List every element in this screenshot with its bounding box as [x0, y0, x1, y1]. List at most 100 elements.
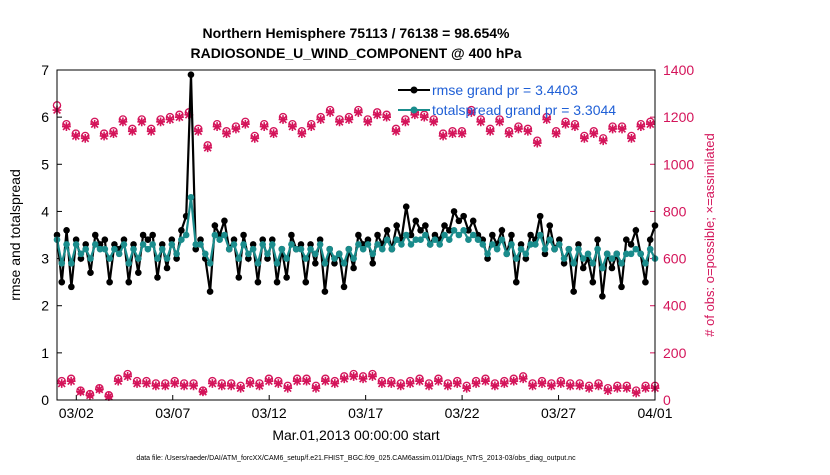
spread-point — [192, 241, 200, 248]
y-tick-label: 7 — [41, 62, 49, 78]
assimilated-obs-marker — [146, 126, 156, 136]
spread-point — [359, 245, 367, 253]
left-axis: 0 1 2 3 4 5 6 7 — [41, 62, 62, 408]
assimilated-obs-marker — [518, 374, 528, 384]
assimilated-obs-marker — [353, 108, 363, 117]
spread-point — [364, 241, 372, 248]
rmse-point — [355, 231, 362, 239]
spread-point — [331, 255, 338, 262]
spread-point — [417, 236, 424, 244]
assimilated-obs-marker — [382, 112, 392, 122]
assimilated-obs-marker — [410, 110, 420, 120]
rmse-point — [498, 226, 506, 234]
assimilated-obs-marker — [160, 381, 170, 391]
rmse-point — [527, 231, 534, 239]
rmse-point — [316, 236, 324, 244]
spread-point — [512, 255, 520, 262]
rmse-point — [469, 217, 477, 225]
spread-point — [369, 250, 377, 258]
assimilated-obs-marker — [584, 383, 594, 393]
rmse-point — [579, 264, 587, 272]
assimilated-obs-marker — [137, 117, 147, 127]
spread-point — [168, 241, 176, 248]
rmse-point — [135, 269, 142, 277]
assimilated-obs-marker — [236, 383, 246, 393]
rmse-point — [422, 222, 429, 229]
rmse-point — [163, 264, 171, 272]
spread-point — [508, 241, 515, 248]
spread-point — [575, 245, 582, 253]
assimilated-obs-marker — [250, 133, 260, 143]
spread-point — [312, 250, 319, 258]
spread-point — [283, 255, 290, 262]
footer-note: data file: /Users/raeder/DAI/ATM_forcXX/… — [136, 455, 576, 462]
rmse-point — [402, 203, 410, 211]
rmse-point — [173, 255, 180, 262]
assimilated-obs-marker — [193, 126, 203, 136]
assimilated-obs-marker — [269, 129, 278, 139]
assimilated-obs-marker — [603, 386, 613, 395]
assimilated-obs-marker — [306, 122, 316, 131]
rmse-point — [465, 226, 472, 234]
spread-point — [579, 255, 587, 262]
spread-point — [445, 236, 453, 244]
spread-point — [111, 245, 118, 253]
assimilated-obs-marker — [429, 117, 439, 127]
spread-point — [187, 193, 195, 201]
x-axis-label: Mar.01,2013 00:00:00 start — [272, 427, 439, 443]
spread-point — [627, 250, 635, 258]
rmse-point — [369, 259, 377, 267]
spread-point — [431, 236, 439, 244]
rmse-point — [187, 71, 195, 79]
spread-point — [63, 241, 70, 248]
spread-point — [278, 245, 286, 253]
spread-point — [532, 241, 539, 248]
spread-point — [101, 245, 109, 253]
spread-point — [608, 255, 616, 262]
rmse-point — [556, 236, 563, 244]
spread-point — [527, 241, 534, 248]
assimilated-obs-marker — [165, 115, 175, 124]
bottom-axis: 03/02 03/07 03/12 03/17 03/22 03/27 04/01 — [59, 395, 673, 421]
assimilated-obs-marker — [438, 131, 448, 141]
x-tick-label: 04/01 — [637, 405, 672, 421]
assimilated-obs-marker — [556, 379, 566, 388]
spread-point — [412, 236, 420, 244]
assimilated-obs-marker — [466, 108, 476, 117]
assimilated-obs-marker — [320, 376, 330, 386]
rmse-point — [522, 255, 530, 262]
rmse-point — [608, 264, 616, 272]
rmse-point — [340, 283, 348, 291]
assimilated-obs-marker — [594, 381, 603, 391]
assimilated-obs-marker — [372, 110, 382, 120]
spread-point — [479, 241, 487, 248]
rmse-point — [460, 212, 467, 220]
y2-tick-label: 200 — [663, 345, 687, 361]
assimilated-obs-marker — [476, 117, 486, 127]
spread-point — [350, 255, 357, 262]
spread-point — [383, 236, 391, 244]
assimilated-obs-marker — [311, 383, 321, 393]
assimilated-obs-marker — [579, 133, 589, 143]
spread-point — [178, 236, 185, 244]
spread-point — [173, 250, 180, 258]
spread-point — [556, 241, 563, 248]
spread-point — [599, 264, 606, 272]
assimilated-obs-marker — [292, 376, 302, 386]
assimilated-obs-marker — [151, 381, 161, 391]
spread-point — [541, 245, 549, 253]
spread-point — [135, 255, 142, 262]
spread-point — [374, 241, 381, 248]
rmse-point — [302, 278, 310, 286]
assimilated-obs-marker — [217, 381, 227, 391]
assimilated-obs-marker — [231, 124, 241, 134]
rmse-point — [589, 278, 597, 286]
rmse-point — [259, 236, 267, 244]
x-tick-label: 03/27 — [541, 405, 576, 421]
spread-point — [398, 241, 405, 248]
assimilated-obs-marker — [175, 112, 184, 122]
rmse-point — [618, 283, 625, 291]
legend-rmse-marker — [410, 86, 418, 94]
rmse-point — [288, 231, 295, 239]
spread-point — [96, 245, 104, 253]
